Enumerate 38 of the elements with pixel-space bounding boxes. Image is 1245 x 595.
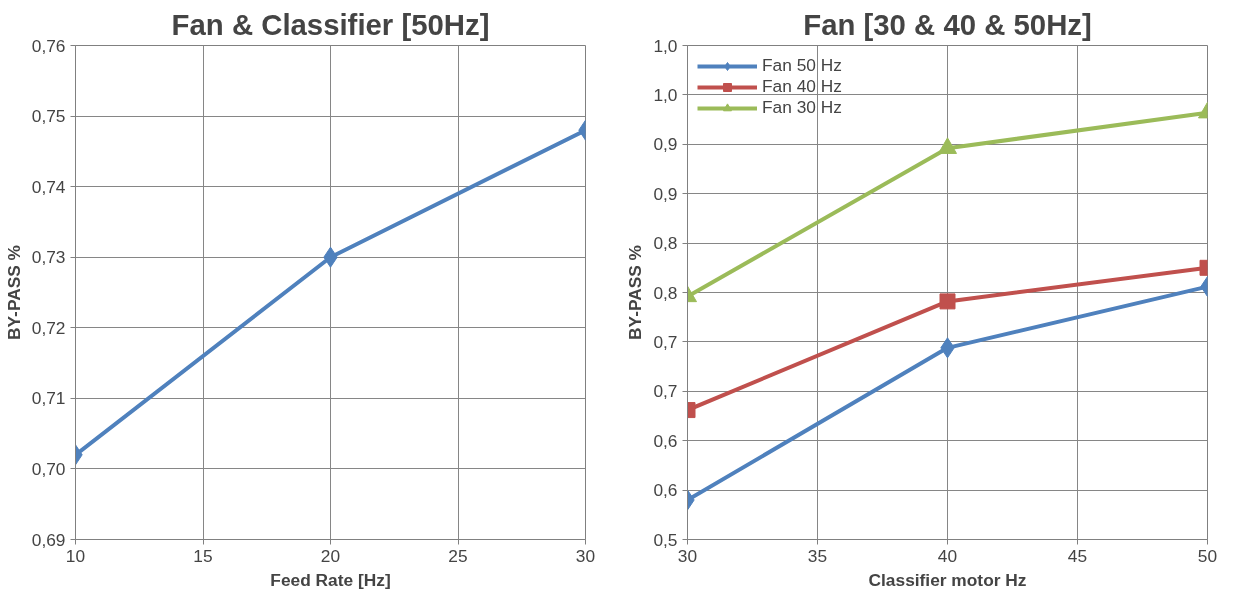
x-tick-label: 45 [1067, 545, 1088, 566]
y-tick-label: 0,8 [653, 233, 678, 254]
chart-title: Fan [30 & 40 & 50Hz] [803, 7, 1092, 41]
y-tick-label: 0,8 [653, 282, 678, 303]
y-tick-label: 0,6 [653, 480, 678, 501]
y-tick-label: 0,9 [653, 183, 678, 204]
y-tick-label: 0,76 [31, 35, 66, 56]
legend-label: Fan 50 Hz [762, 55, 842, 76]
y-axis-title: BY-PASS % [625, 244, 646, 340]
x-tick-label: 30 [575, 545, 596, 566]
y-tick-label: 0,6 [653, 430, 678, 451]
x-axis-title: Classifier motor Hz [868, 569, 1027, 590]
y-tick-label: 0,75 [31, 106, 66, 127]
y-tick-label: 0,9 [653, 134, 678, 155]
y-tick-label: 1,0 [653, 84, 678, 105]
y-axis-title: BY-PASS % [3, 244, 24, 340]
x-tick-label: 10 [65, 545, 86, 566]
y-tick-label: 0,71 [31, 388, 66, 409]
y-tick-label: 0,7 [653, 331, 678, 352]
x-tick-label: 40 [937, 545, 958, 566]
y-tick-label: 0,73 [31, 247, 66, 268]
y-tick-label: 0,72 [31, 317, 66, 338]
x-tick-label: 15 [193, 545, 213, 566]
y-tick-label: 1,0 [653, 35, 678, 56]
x-tick-label: 25 [448, 545, 468, 566]
y-tick-label: 0,74 [31, 176, 66, 197]
x-tick-label: 30 [677, 545, 698, 566]
y-tick-label: 0,69 [31, 529, 66, 550]
x-tick-label: 50 [1197, 545, 1218, 566]
y-tick-label: 0,70 [31, 458, 66, 479]
y-tick-label: 0,5 [653, 529, 678, 550]
chart-title: Fan & Classifier [50Hz] [171, 7, 490, 41]
y-tick-label: 0,7 [653, 381, 678, 402]
x-tick-label: 20 [320, 545, 341, 566]
x-axis-title: Feed Rate [Hz] [270, 569, 391, 590]
legend-label: Fan 40 Hz [762, 76, 842, 97]
legend-label: Fan 30 Hz [762, 97, 842, 118]
x-tick-label: 35 [807, 545, 828, 566]
